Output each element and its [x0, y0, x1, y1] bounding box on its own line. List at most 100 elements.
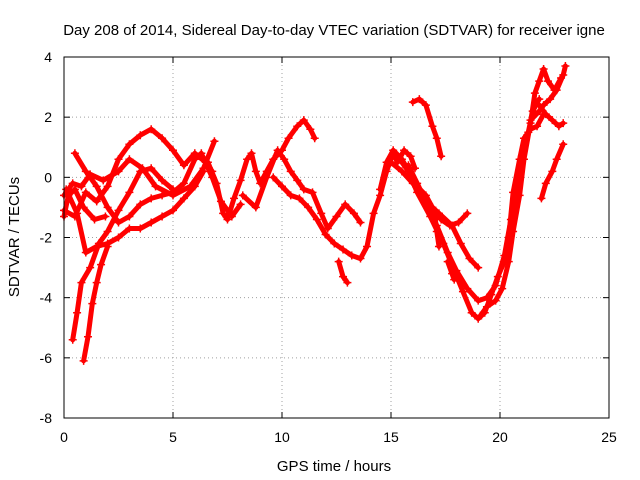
- data-point: [341, 200, 350, 209]
- data-point: [169, 185, 177, 194]
- data-point: [286, 191, 295, 200]
- series-sat-v: [537, 140, 568, 203]
- data-point: [190, 182, 199, 191]
- data-point: [509, 227, 518, 236]
- data-point: [79, 203, 88, 212]
- data-point: [474, 296, 483, 305]
- data-point: [308, 188, 317, 197]
- data-trace: [63, 168, 206, 255]
- data-point: [114, 218, 123, 227]
- data-point: [559, 140, 568, 149]
- data-point: [339, 245, 348, 254]
- data-point: [533, 122, 542, 131]
- data-point: [86, 263, 95, 272]
- data-point: [179, 179, 188, 188]
- data-point: [299, 185, 308, 194]
- data-point: [81, 248, 90, 257]
- data-point: [548, 116, 557, 125]
- data-point: [482, 302, 491, 311]
- series-sat-i: [238, 146, 365, 233]
- data-point: [230, 194, 239, 203]
- x-tick-label: 0: [60, 429, 68, 445]
- data-point: [136, 224, 145, 233]
- data-point: [530, 89, 539, 98]
- data-point: [421, 101, 430, 110]
- data-point: [190, 155, 199, 164]
- y-tick-label: -4: [40, 290, 53, 306]
- data-point: [428, 122, 437, 131]
- data-point: [251, 167, 260, 176]
- data-point: [500, 251, 509, 260]
- data-point: [434, 242, 443, 251]
- data-point: [236, 176, 245, 185]
- series-sat-e: [68, 164, 177, 344]
- data-point: [491, 281, 500, 290]
- data-point: [147, 194, 156, 203]
- data-point: [125, 188, 134, 197]
- data-point: [103, 227, 112, 236]
- data-point: [238, 191, 247, 200]
- data-point: [114, 233, 123, 242]
- data-point: [125, 155, 134, 164]
- data-trace: [397, 111, 547, 322]
- data-point: [543, 77, 552, 86]
- data-point: [114, 206, 123, 215]
- data-point: [437, 152, 446, 161]
- data-point: [103, 203, 112, 212]
- series-sat-g: [60, 185, 110, 224]
- data-point: [400, 146, 409, 155]
- data-point: [312, 215, 321, 224]
- data-point: [504, 257, 513, 266]
- x-tick-label: 15: [383, 429, 399, 445]
- data-point: [321, 230, 330, 239]
- data-point: [125, 140, 134, 149]
- data-point: [356, 254, 365, 263]
- data-point: [94, 239, 103, 248]
- y-tick-label: 0: [44, 169, 52, 185]
- data-point: [535, 77, 544, 86]
- data-point: [158, 176, 167, 185]
- data-point: [247, 149, 256, 158]
- data-point: [443, 248, 452, 257]
- data-point: [463, 209, 472, 218]
- data-point: [448, 221, 457, 230]
- data-point: [90, 215, 99, 224]
- y-tick-label: -2: [40, 230, 53, 246]
- data-point: [349, 209, 358, 218]
- data-point: [332, 212, 341, 221]
- data-point: [535, 101, 544, 110]
- data-point: [83, 332, 92, 341]
- data-point: [343, 278, 352, 287]
- data-point: [448, 269, 457, 278]
- series-sat-q: [408, 95, 446, 161]
- data-trace: [81, 244, 111, 364]
- data-point: [476, 311, 485, 320]
- data-point: [356, 218, 365, 227]
- data-point: [114, 155, 123, 164]
- data-point: [443, 257, 452, 266]
- data-trace: [410, 96, 444, 159]
- data-point: [92, 278, 101, 287]
- data-point: [68, 335, 77, 344]
- data-point: [498, 284, 507, 293]
- data-trace: [70, 165, 176, 343]
- data-point: [136, 167, 145, 176]
- data-point: [293, 176, 302, 185]
- data-point: [552, 155, 561, 164]
- data-point: [158, 134, 167, 143]
- data-point: [199, 167, 208, 176]
- data-point: [97, 260, 106, 269]
- data-point: [64, 191, 73, 200]
- data-point: [430, 209, 439, 218]
- data-point: [339, 272, 348, 281]
- data-point: [92, 197, 101, 206]
- data-point: [376, 185, 385, 194]
- data-point: [458, 287, 467, 296]
- series-sat-h: [203, 116, 319, 224]
- data-point: [330, 239, 339, 248]
- data-point: [147, 218, 156, 227]
- series-sat-a: [60, 125, 217, 221]
- data-point: [151, 182, 160, 191]
- data-point: [81, 188, 90, 197]
- data-point: [432, 134, 441, 143]
